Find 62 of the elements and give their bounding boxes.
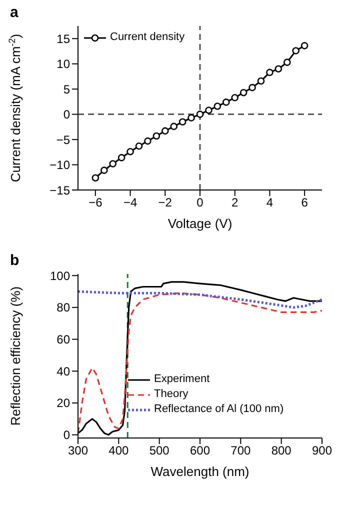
point <box>214 102 222 110</box>
x-tick-label: 2 <box>232 196 239 210</box>
x-tick-label: 6 <box>301 196 308 210</box>
y-axis-title: Reflection efficiency (%) <box>8 286 23 426</box>
point <box>100 166 108 174</box>
x-tick-label: 300 <box>68 444 88 458</box>
x-tick-label: −4 <box>123 196 138 210</box>
x-tick-label: 500 <box>149 444 170 458</box>
y-tick-label: 80 <box>56 300 70 315</box>
point <box>109 160 117 168</box>
y-tick-label: 0 <box>63 108 70 122</box>
point <box>222 98 230 106</box>
chart-title: b <box>10 252 20 269</box>
point <box>126 148 134 156</box>
point <box>248 84 256 92</box>
legend-label: Theory <box>154 387 188 402</box>
x-tick-label: −6 <box>88 196 103 210</box>
point <box>196 110 204 118</box>
point <box>92 174 100 182</box>
x-tick-label: 800 <box>271 444 292 458</box>
y-tick-label: −15 <box>50 183 70 198</box>
point <box>300 42 308 50</box>
point <box>283 58 291 66</box>
point <box>231 94 239 102</box>
point <box>274 65 282 73</box>
line-series <box>78 290 322 309</box>
y-tick-label: 20 <box>56 396 70 410</box>
y-tick-label: 60 <box>56 332 70 347</box>
y-tick-label: 5 <box>63 82 70 96</box>
point <box>118 154 126 162</box>
y-tick-label: 15 <box>56 32 70 46</box>
point <box>257 77 265 85</box>
x-tick-label: 0 <box>196 196 204 210</box>
point <box>161 127 169 135</box>
x-tick-label: 900 <box>312 444 332 458</box>
point <box>292 47 300 54</box>
x-tick-label: 4 <box>266 196 274 210</box>
point <box>240 88 248 96</box>
x-tick-label: 700 <box>230 444 251 458</box>
y-tick-label: 40 <box>56 364 70 378</box>
y-tick-label: −5 <box>56 132 70 147</box>
x-tick-label: 600 <box>190 444 210 458</box>
y-tick-label: 100 <box>50 268 70 283</box>
y-tick-label: −10 <box>50 158 70 172</box>
legend-label: Experiment <box>154 372 210 387</box>
point <box>188 114 195 122</box>
point <box>152 132 160 140</box>
legend-label: Reflectance of Al (100 nm) <box>154 402 284 417</box>
x-tick-label: −2 <box>158 196 172 210</box>
point <box>144 137 152 145</box>
x-axis-title: Voltage (V) <box>168 216 232 231</box>
x-axis-title: Wavelength (nm) <box>150 464 250 479</box>
point <box>266 68 274 76</box>
point <box>135 142 143 150</box>
y-tick-label: 0 <box>63 428 70 442</box>
legend-label: Current density <box>110 30 185 45</box>
y-tick-label: 10 <box>56 57 70 72</box>
x-tick-label: 400 <box>108 444 129 458</box>
chart-title: a <box>10 4 18 21</box>
point <box>170 122 178 130</box>
point <box>178 118 186 126</box>
point <box>205 106 212 114</box>
